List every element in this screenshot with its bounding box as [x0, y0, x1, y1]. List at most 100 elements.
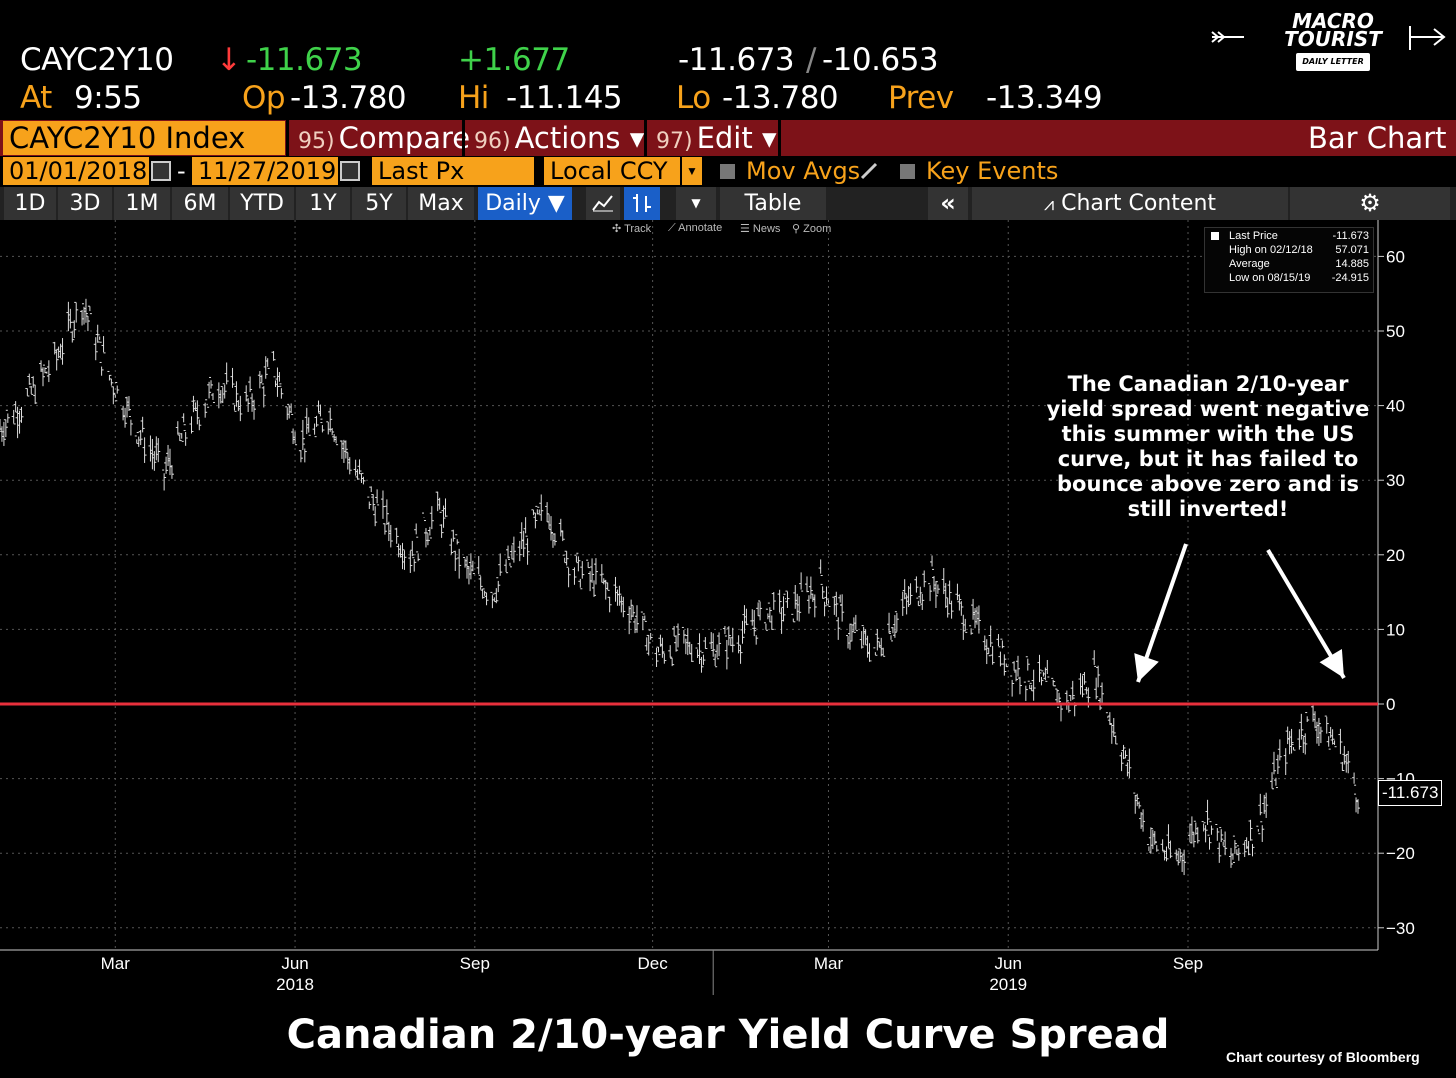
stat-value: 14.885: [1335, 258, 1369, 270]
calendar-icon[interactable]: [151, 161, 171, 181]
prev-value: -13.349: [986, 80, 1103, 116]
last-price-label: -11.673: [1378, 780, 1443, 806]
chevron-down-icon[interactable]: ▼: [676, 187, 716, 220]
period-1m-button[interactable]: 1M: [114, 187, 170, 220]
y-tick-label: 50: [1386, 322, 1405, 341]
high-value: -11.145: [506, 80, 623, 116]
y-tick-label: 10: [1386, 620, 1405, 639]
x-tick-label: Dec: [638, 954, 669, 973]
logo-line2: TOURIST: [1284, 27, 1382, 51]
period-1d-button[interactable]: 1D: [4, 187, 56, 220]
key-events-checkbox[interactable]: [900, 164, 915, 179]
track-label: Track: [624, 223, 652, 235]
x-tick-label: Jun: [281, 954, 308, 973]
y-tick-label: −20: [1386, 844, 1415, 863]
pencil-icon[interactable]: [858, 160, 880, 182]
net-change: +1.677: [458, 42, 570, 78]
track-tool[interactable]: ✣ Track: [612, 223, 652, 235]
collapse-icon[interactable]: «: [928, 187, 968, 220]
at-label: At: [20, 80, 52, 116]
logo-line1: MACRO: [1292, 9, 1374, 33]
chart-annotation: The Canadian 2/10-year yield spread went…: [1046, 372, 1370, 521]
low-value: -13.780: [722, 80, 839, 116]
stat-label: High on 02/12/18: [1229, 244, 1313, 256]
period-6m-button[interactable]: 6M: [172, 187, 228, 220]
stat-value: -11.673: [1332, 230, 1370, 242]
quote-time: 9:55: [74, 80, 142, 116]
line-chart-icon[interactable]: [586, 187, 620, 220]
last-price: -11.673: [246, 42, 363, 78]
period-1y-button[interactable]: 1Y: [296, 187, 350, 220]
actions-number: 96): [474, 129, 511, 154]
table-button[interactable]: Table: [720, 187, 826, 220]
chart-content-label: Chart Content: [1061, 191, 1217, 216]
x-tick-label: Sep: [460, 954, 490, 973]
edit-label: Edit ▾: [696, 121, 777, 155]
chart-content-button[interactable]: ⩘ Chart Content: [972, 187, 1288, 220]
x-tick-label: Mar: [101, 954, 131, 973]
edit-number: 97): [656, 129, 693, 154]
gear-icon[interactable]: ⚙: [1290, 187, 1450, 220]
logo-sub: DAILY LETTER: [1296, 53, 1370, 71]
separator: [286, 120, 289, 156]
y-tick-label: 30: [1386, 471, 1405, 490]
currency-selector[interactable]: Local CCY: [544, 157, 680, 185]
news-label: News: [752, 223, 781, 235]
open-label: Op: [242, 80, 286, 116]
ticker-symbol: CAYC2Y10: [20, 42, 174, 78]
chart-credit: Chart courtesy of Bloomberg: [1226, 1049, 1420, 1065]
x-year-label: 2019: [989, 975, 1027, 994]
y-tick-label: 0: [1386, 695, 1395, 714]
actions-button[interactable]: 96) Actions ▾: [474, 120, 644, 156]
mov-avgs-label: Mov Avgs: [746, 157, 861, 185]
price-chart[interactable]: 6050403020100−10−20−30MarJunSepDecMarJun…: [0, 220, 1456, 1010]
zoom-tool[interactable]: ⚲ Zoom: [792, 223, 832, 235]
chart-caption: Canadian 2/10-year Yield Curve Spread: [286, 1012, 1170, 1058]
period-3d-button[interactable]: 3D: [58, 187, 112, 220]
frequency-dropdown[interactable]: Daily ▼: [478, 187, 572, 220]
end-date-field[interactable]: 11/27/2019: [192, 157, 338, 185]
macro-tourist-logo: MACRO TOURIST DAILY LETTER: [1211, 9, 1446, 72]
calendar-icon[interactable]: [340, 161, 360, 181]
field-selector[interactable]: Last Px: [372, 157, 534, 185]
compare-label: Compare: [338, 121, 471, 155]
annotation-arrow-left-head: [1134, 653, 1159, 682]
edit-button[interactable]: 97) Edit ▾: [656, 120, 777, 156]
arrow-tail-icon: [1211, 31, 1244, 43]
period-5y-button[interactable]: 5Y: [352, 187, 406, 220]
legend-stats-box: Last Price -11.673 High on 02/12/18 57.0…: [1204, 227, 1374, 293]
y-tick-label: 40: [1386, 397, 1405, 416]
stat-label: Last Price: [1229, 230, 1278, 242]
index-field[interactable]: CAYC2Y10 Index: [3, 121, 285, 155]
compare-button[interactable]: 95) Compare: [298, 120, 470, 156]
y-tick-label: 20: [1386, 546, 1405, 565]
ask-price: -10.653: [822, 42, 939, 78]
x-tick-label: Mar: [814, 954, 844, 973]
date-range-dash: -: [177, 157, 186, 185]
compare-number: 95): [298, 129, 335, 154]
down-arrow-icon: ↓: [216, 42, 242, 78]
bid-ask-separator: /: [806, 42, 816, 78]
bar-chart-icon[interactable]: [624, 187, 660, 220]
zoom-label: Zoom: [803, 223, 832, 235]
mov-avgs-checkbox[interactable]: [720, 164, 735, 179]
period-max-button[interactable]: Max: [408, 187, 474, 220]
annotate-tool[interactable]: ⟋ Annotate: [668, 222, 723, 234]
stat-value: -24.915: [1331, 272, 1369, 284]
news-tool[interactable]: ☰ News: [740, 223, 781, 235]
low-label: Lo: [676, 80, 711, 116]
legend-swatch: [1211, 232, 1219, 240]
arrow-head-icon: [1409, 26, 1446, 50]
y-tick-label: 60: [1386, 247, 1405, 266]
chevron-down-icon[interactable]: ▼: [682, 157, 702, 185]
separator: [462, 120, 465, 156]
view-mode-label[interactable]: Bar Chart: [1308, 121, 1447, 155]
x-tick-label: Sep: [1173, 954, 1203, 973]
period-ytd-button[interactable]: YTD: [230, 187, 294, 220]
stat-label: Low on 08/15/19: [1229, 272, 1311, 284]
key-events-label: Key Events: [926, 157, 1059, 185]
stat-value: 57.071: [1335, 244, 1369, 256]
separator: [644, 120, 647, 156]
start-date-field[interactable]: 01/01/2018: [3, 157, 149, 185]
x-year-label: 2018: [276, 975, 314, 994]
